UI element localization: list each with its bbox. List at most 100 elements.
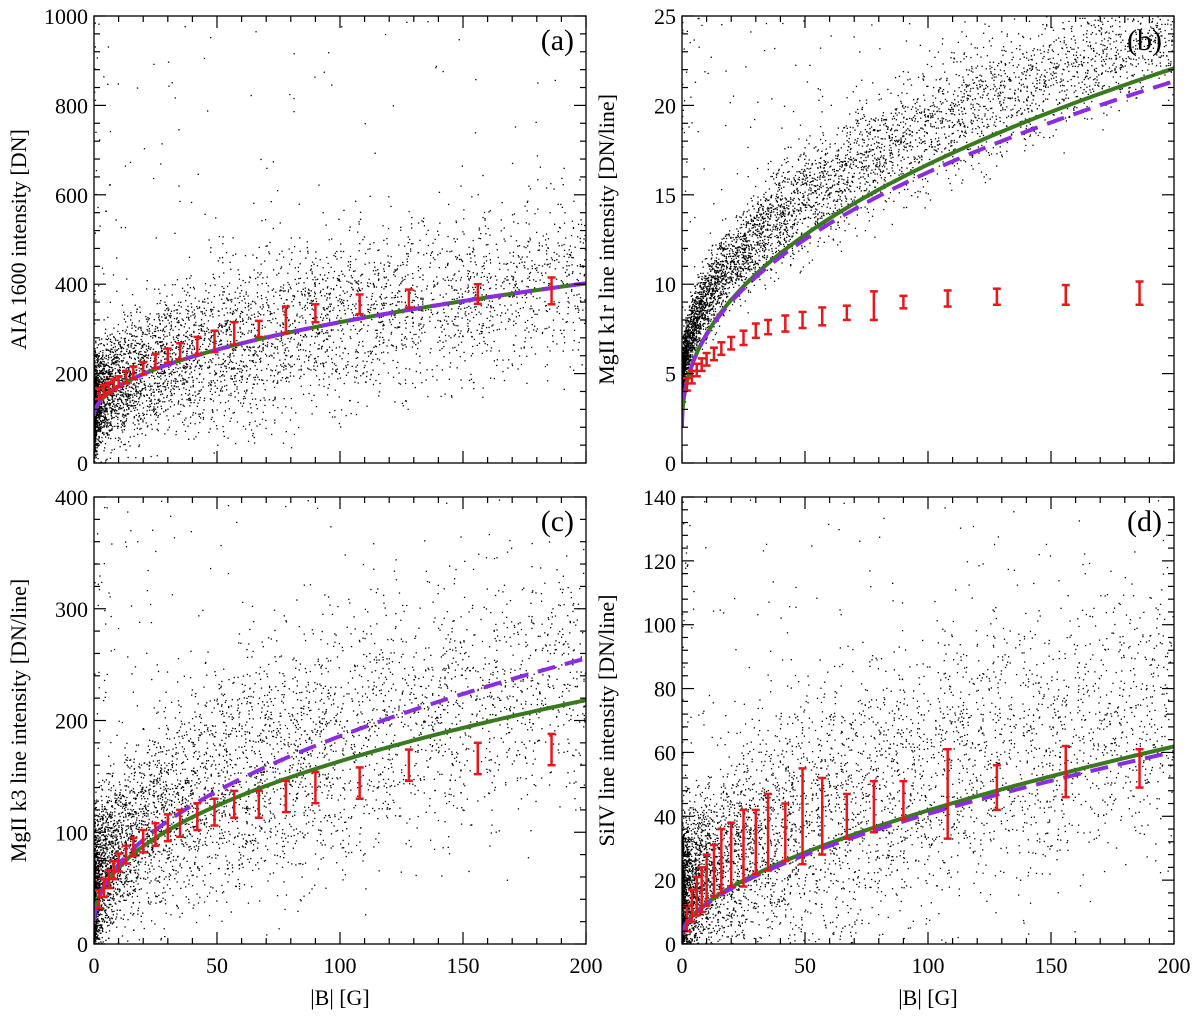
data-point	[115, 364, 117, 366]
data-point	[524, 267, 526, 269]
data-point	[293, 53, 295, 55]
data-point	[100, 381, 102, 384]
data-point	[126, 278, 128, 280]
data-point	[527, 286, 530, 288]
data-point	[171, 344, 173, 347]
data-point	[103, 450, 105, 452]
data-point	[140, 358, 142, 360]
data-point	[217, 310, 219, 312]
data-point	[402, 405, 404, 407]
data-point	[423, 254, 425, 256]
data-point	[153, 63, 155, 65]
data-point	[224, 325, 226, 327]
data-point	[399, 326, 401, 328]
data-point	[533, 311, 535, 313]
data-point	[112, 392, 115, 394]
data-point	[194, 369, 196, 372]
data-point	[458, 336, 460, 338]
data-point	[112, 346, 115, 349]
data-point	[147, 345, 150, 347]
data-point	[351, 312, 353, 314]
data-point	[97, 379, 99, 381]
data-point	[569, 245, 571, 247]
data-point	[378, 391, 381, 393]
data-point	[333, 363, 336, 365]
data-point	[94, 361, 96, 363]
data-point	[272, 288, 275, 290]
data-point	[413, 300, 415, 302]
data-point	[289, 341, 291, 343]
data-point	[162, 385, 164, 388]
data-point	[374, 152, 376, 154]
data-point	[568, 253, 571, 256]
data-point	[403, 337, 406, 339]
data-point	[451, 285, 453, 288]
data-point	[313, 365, 315, 367]
data-point	[327, 335, 330, 337]
data-point	[105, 376, 107, 378]
data-point	[96, 392, 98, 394]
data-point	[95, 372, 98, 374]
data-point	[342, 302, 345, 304]
data-point	[457, 307, 460, 310]
data-point	[464, 307, 466, 309]
data-point	[117, 413, 120, 415]
data-point	[193, 309, 195, 311]
data-point	[239, 292, 241, 294]
data-point	[344, 309, 346, 311]
data-point	[405, 367, 407, 370]
data-point	[180, 380, 182, 382]
data-point	[296, 358, 298, 360]
data-point	[577, 311, 579, 313]
data-point	[107, 316, 109, 318]
data-point	[99, 390, 101, 392]
data-point	[170, 356, 172, 358]
data-point	[97, 377, 100, 379]
data-point	[97, 375, 99, 377]
data-point	[536, 297, 538, 300]
data-point	[573, 369, 575, 371]
data-point	[182, 404, 184, 406]
data-point	[559, 227, 561, 229]
data-point	[503, 280, 505, 283]
data-point	[488, 288, 491, 290]
data-point	[384, 277, 386, 279]
data-point	[460, 330, 462, 332]
data-point	[190, 275, 192, 277]
data-point	[333, 270, 336, 273]
data-point	[268, 355, 270, 357]
data-point	[480, 276, 482, 278]
data-point	[121, 380, 124, 382]
data-point	[350, 329, 352, 331]
data-point	[343, 209, 345, 212]
data-point	[121, 378, 124, 380]
data-point	[225, 367, 227, 369]
data-point	[205, 309, 207, 312]
data-point	[464, 313, 466, 315]
data-point	[146, 426, 149, 428]
data-point	[318, 379, 321, 381]
data-point	[114, 349, 116, 351]
data-point	[94, 418, 96, 420]
data-point	[244, 349, 246, 351]
data-point	[380, 293, 383, 296]
data-point	[126, 405, 129, 408]
data-point	[565, 292, 567, 294]
data-point	[168, 322, 170, 324]
data-point	[386, 237, 388, 240]
data-point	[287, 289, 290, 291]
data-point	[330, 266, 332, 268]
data-point	[326, 313, 328, 315]
data-point	[212, 341, 214, 344]
data-point	[317, 278, 319, 280]
data-point	[509, 319, 511, 321]
data-point	[541, 274, 543, 277]
data-point	[188, 338, 190, 341]
data-point	[272, 343, 274, 345]
data-point	[326, 297, 329, 299]
data-point	[450, 279, 452, 282]
data-point	[235, 349, 237, 351]
data-point	[529, 271, 532, 274]
data-point	[129, 333, 131, 335]
data-point	[145, 354, 147, 356]
